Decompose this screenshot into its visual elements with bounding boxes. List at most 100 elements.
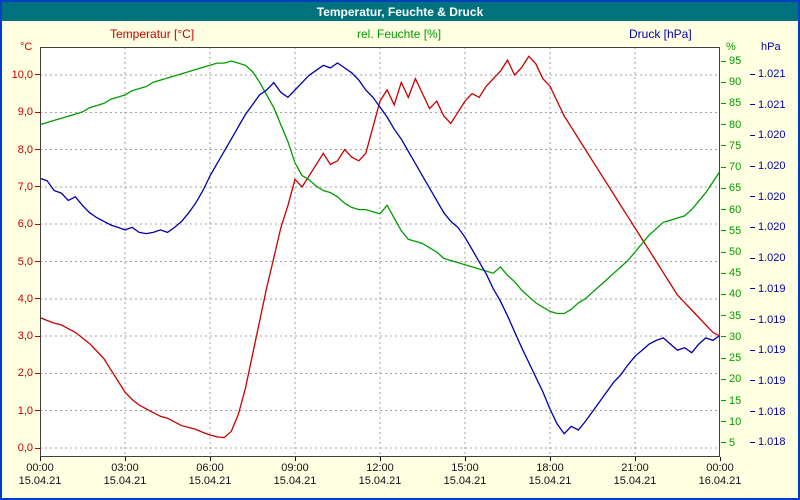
pressure-tick-label: 1.019 xyxy=(758,313,786,326)
time-axis-tick xyxy=(379,457,381,461)
humidity-axis-tick xyxy=(721,293,726,295)
humidity-axis-tick xyxy=(721,378,726,380)
temperature-axis-tick xyxy=(35,298,40,300)
temperature-tick-label: 10,0 xyxy=(11,68,33,81)
pressure-tick-label: 1.021 xyxy=(758,98,786,111)
time-axis-tick xyxy=(549,457,551,461)
temperature-tick-label: 7,0 xyxy=(17,180,33,193)
pressure-axis-tick xyxy=(750,73,755,75)
date-label: 15.04.21 xyxy=(18,475,62,487)
humidity-axis-tick xyxy=(721,400,726,402)
temperature-axis-tick xyxy=(35,261,40,262)
humidity-tick-label: 70 xyxy=(729,161,742,174)
humidity-axis-tick xyxy=(721,251,726,253)
time-axis-tick xyxy=(719,457,721,461)
humidity-axis-tick xyxy=(721,421,726,423)
humidity-axis-tick xyxy=(721,230,726,232)
pressure-unit-label: hPa xyxy=(761,41,781,53)
humidity-axis-tick xyxy=(721,272,726,274)
pressure-tick-label: 1.020 xyxy=(758,190,786,203)
temperature-axis-tick xyxy=(35,74,40,76)
pressure-axis-tick xyxy=(750,288,755,290)
temperature-axis-tick xyxy=(35,111,40,113)
pressure-tick-label: 1.020 xyxy=(758,160,786,173)
temperature-tick-label: 6,0 xyxy=(17,218,33,231)
humidity-axis-tick xyxy=(721,336,726,338)
humidity-tick-label: 90 xyxy=(729,76,742,89)
humidity-axis-tick xyxy=(721,187,726,189)
humidity-tick-label: 10 xyxy=(729,415,742,428)
axis-title-pressure: Druck [hPa] xyxy=(629,27,692,41)
pressure-tick-label: 1.020 xyxy=(758,221,786,234)
time-tick-label: 00:00 xyxy=(706,462,734,474)
humidity-tick-label: 60 xyxy=(729,203,742,216)
pressure-axis-tick xyxy=(750,104,755,106)
temperature-series-line xyxy=(40,55,720,439)
temperature-axis-tick xyxy=(35,410,40,412)
pressure-tick-label: 1.019 xyxy=(758,374,786,387)
time-axis-tick xyxy=(294,457,296,461)
pressure-axis-tick xyxy=(750,441,755,443)
humidity-axis-tick xyxy=(721,315,726,317)
temperature-axis-tick xyxy=(35,335,40,337)
date-label: 15.04.21 xyxy=(358,475,402,487)
time-tick-label: 18:00 xyxy=(536,462,564,474)
humidity-tick-label: 65 xyxy=(729,182,742,195)
humidity-tick-label: 80 xyxy=(729,118,742,131)
temperature-axis-tick xyxy=(35,149,40,151)
pressure-axis-tick xyxy=(750,349,755,351)
time-tick-label: 09:00 xyxy=(281,462,309,474)
humidity-tick-label: 20 xyxy=(729,373,742,386)
humidity-axis-tick xyxy=(721,60,726,62)
humidity-axis-tick xyxy=(721,124,726,126)
date-label: 15.04.21 xyxy=(103,475,147,487)
temperature-axis-tick xyxy=(35,223,40,225)
humidity-tick-label: 45 xyxy=(729,267,742,280)
humidity-tick-label: 35 xyxy=(729,309,742,322)
temperature-tick-label: 4,0 xyxy=(17,292,33,305)
axis-title-temperature: Temperatur [°C] xyxy=(110,27,195,41)
pressure-tick-label: 1.018 xyxy=(758,405,786,418)
window-title: Temperatur, Feuchte & Druck xyxy=(316,4,484,19)
temperature-tick-label: 8,0 xyxy=(17,143,33,156)
pressure-tick-label: 1.018 xyxy=(758,436,786,449)
humidity-axis-tick xyxy=(721,81,726,83)
time-axis-tick xyxy=(634,457,636,461)
temperature-tick-label: 9,0 xyxy=(17,106,33,119)
humidity-tick-label: 95 xyxy=(729,55,742,67)
temperature-tick-label: 2,0 xyxy=(17,367,33,380)
humidity-tick-label: 30 xyxy=(729,330,742,343)
date-label: 15.04.21 xyxy=(273,475,317,487)
temperature-tick-label: 0,0 xyxy=(17,442,33,455)
temperature-tick-label: 3,0 xyxy=(17,330,33,343)
date-label: 15.04.21 xyxy=(528,475,572,487)
window-titlebar: Temperatur, Feuchte & Druck xyxy=(2,2,798,21)
pressure-axis-tick xyxy=(750,257,755,259)
date-label: 15.04.21 xyxy=(443,475,487,487)
temperature-tick-label: 1,0 xyxy=(17,404,33,417)
date-label: 16.04.21 xyxy=(698,475,742,487)
humidity-series-line xyxy=(40,60,720,315)
humidity-tick-label: 55 xyxy=(729,224,742,237)
temperature-tick-label: 5,0 xyxy=(17,255,33,268)
humidity-tick-label: 40 xyxy=(729,288,742,301)
humidity-tick-label: 50 xyxy=(729,246,742,258)
temperature-axis-tick xyxy=(35,447,40,449)
pressure-axis-tick xyxy=(750,411,755,413)
pressure-tick-label: 1.019 xyxy=(758,282,786,295)
humidity-axis-tick xyxy=(721,357,726,359)
axis-title-humidity: rel. Feuchte [%] xyxy=(357,27,442,41)
time-tick-label: 21:00 xyxy=(621,462,649,474)
temperature-axis-tick xyxy=(35,186,40,188)
humidity-axis-tick xyxy=(721,145,726,147)
plot-border xyxy=(40,47,720,457)
humidity-tick-label: 75 xyxy=(729,139,742,152)
pressure-series-line xyxy=(40,62,720,435)
time-tick-label: 03:00 xyxy=(111,462,139,474)
pressure-axis-tick xyxy=(750,165,755,167)
pressure-axis-tick xyxy=(750,196,755,198)
pressure-axis-tick xyxy=(750,134,755,136)
pressure-tick-label: 1.019 xyxy=(758,344,786,357)
time-axis-tick xyxy=(464,457,466,461)
pressure-axis-tick xyxy=(750,319,755,320)
